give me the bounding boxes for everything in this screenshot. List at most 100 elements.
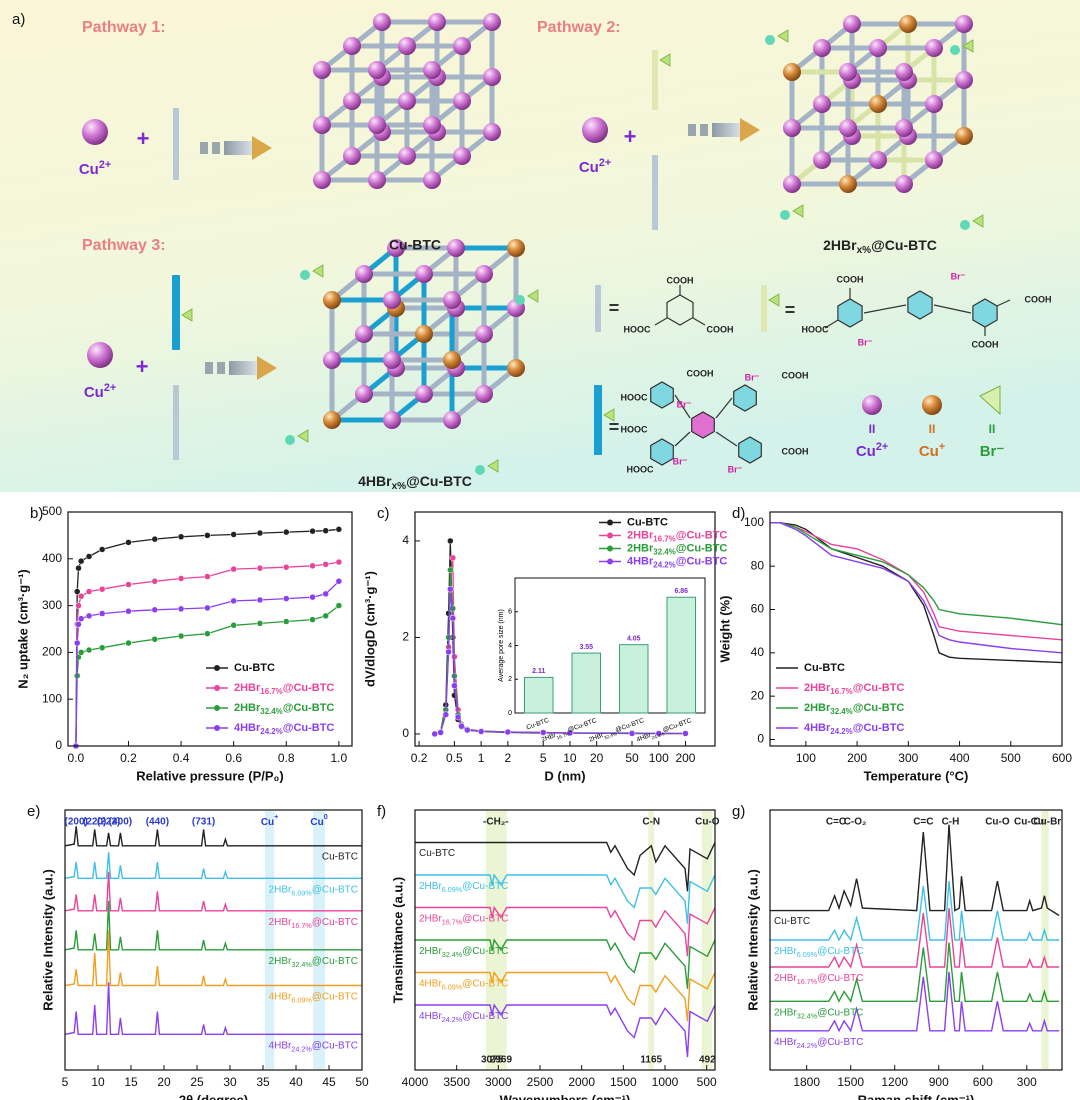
legend-label: 4HBr24.2%@Cu-BTC: [234, 722, 334, 736]
series-marker: [449, 605, 457, 612]
atom: [423, 116, 441, 134]
atom: [368, 116, 386, 134]
y-tick-label: 4: [402, 533, 409, 547]
series-line: [770, 522, 1063, 654]
panel-label: a): [12, 11, 25, 28]
x-tick-label: 0.6: [225, 751, 242, 765]
legend-label: 2HBr16.7%@Cu-BTC: [627, 529, 727, 543]
series-marker: [151, 636, 159, 643]
arrow-dash: [212, 142, 220, 154]
inset-y-tick-label: 4: [508, 642, 512, 649]
x-tick-label: 2000: [568, 1075, 595, 1089]
series-marker: [85, 553, 93, 560]
series-marker: [628, 730, 636, 737]
series-label: 2HBr16.7%@Cu-BTC: [419, 913, 508, 926]
legend-label: 4HBr24.2%@Cu-BTC: [804, 722, 904, 736]
atom: [443, 291, 461, 309]
series-marker: [204, 573, 211, 580]
series-marker: [77, 615, 85, 622]
legend-marker: [214, 685, 220, 691]
key-equals: II: [989, 422, 996, 436]
x-tick-label: 0.0: [68, 751, 85, 765]
series-marker: [177, 632, 185, 640]
series-line: [770, 522, 1063, 626]
pathway-title: Pathway 2:: [537, 19, 621, 36]
ring: [650, 438, 674, 466]
atom: [428, 13, 446, 31]
series-marker: [204, 532, 211, 539]
group-label: Br⁻: [673, 456, 688, 466]
x-tick-label: 10: [91, 1075, 105, 1089]
series-marker: [85, 588, 93, 595]
series-marker: [566, 729, 574, 737]
ring: [733, 384, 757, 412]
atom: [783, 63, 801, 81]
bromide: [515, 295, 525, 305]
x-axis-label: D (nm): [544, 768, 585, 783]
x-tick-label: 35: [256, 1075, 270, 1089]
atom: [813, 95, 831, 113]
series-label: 4HBr6.09%@Cu-BTC: [269, 991, 358, 1004]
series-marker: [454, 713, 462, 721]
series-marker: [177, 605, 185, 613]
plot-frame: [64, 809, 363, 1071]
series-marker: [283, 618, 290, 625]
series-marker: [77, 592, 85, 600]
atom: [813, 151, 831, 169]
series-marker: [230, 622, 237, 629]
x-tick-label: 500: [1001, 751, 1021, 765]
atom: [899, 15, 917, 33]
series-marker: [447, 537, 454, 545]
atom: [87, 342, 113, 368]
inset-value-label: 6.86: [674, 588, 688, 595]
annotation: (731): [192, 817, 215, 828]
ion-label: Cu2+: [79, 159, 111, 178]
highlight-band: [1041, 811, 1049, 1069]
x-tick-label: 200: [847, 751, 867, 765]
bromide-flag: [972, 214, 984, 228]
group-label: COOH: [687, 368, 714, 378]
x-tick-label: 45: [322, 1075, 336, 1089]
series-line: [64, 930, 362, 987]
atom: [82, 119, 108, 145]
legend-marker: [214, 725, 220, 731]
bromide-flag: [181, 308, 193, 322]
legend-label: Cu-BTC: [804, 662, 845, 674]
x-tick-label: 1500: [837, 1075, 864, 1089]
atom: [507, 239, 525, 257]
atom: [483, 123, 501, 141]
product-label: 4HBrx%@Cu-BTC: [358, 473, 472, 492]
annotation: Cu-O: [695, 817, 720, 828]
series-marker: [77, 649, 85, 656]
highlight-band: [648, 811, 655, 1069]
linker: [173, 385, 179, 460]
group-label: COOH: [667, 275, 694, 285]
atom: [323, 411, 341, 429]
bromide-flag: [792, 204, 804, 218]
series-marker: [151, 606, 159, 614]
atom: [443, 351, 461, 369]
atom: [355, 325, 373, 343]
bromide: [960, 220, 970, 230]
x-tick-label: 15: [124, 1075, 138, 1089]
atom: [343, 37, 361, 55]
group-label: Br⁻: [951, 271, 966, 281]
arrow-dash: [688, 124, 696, 136]
atom: [483, 68, 501, 86]
series-marker: [309, 616, 316, 623]
series-marker: [464, 726, 471, 734]
arrow-head: [252, 136, 272, 160]
bromide-flag: [979, 385, 1001, 416]
key-label: Cu+: [919, 441, 945, 460]
series-marker: [256, 620, 264, 627]
annotation: (200): [65, 817, 88, 828]
y-axis-label: Weight (%): [717, 596, 732, 663]
legend-label: 2HBr32.4%@Cu-BTC: [234, 702, 334, 716]
equals-sign: =: [609, 417, 620, 437]
inset-bar: [524, 676, 554, 714]
y-axis-label: Relative Intensity (a.u.): [745, 869, 760, 1011]
panel-label: g): [732, 803, 745, 820]
group-label: COOH: [837, 274, 864, 284]
y-axis-label: Transimittance (a.u.): [390, 877, 405, 1003]
